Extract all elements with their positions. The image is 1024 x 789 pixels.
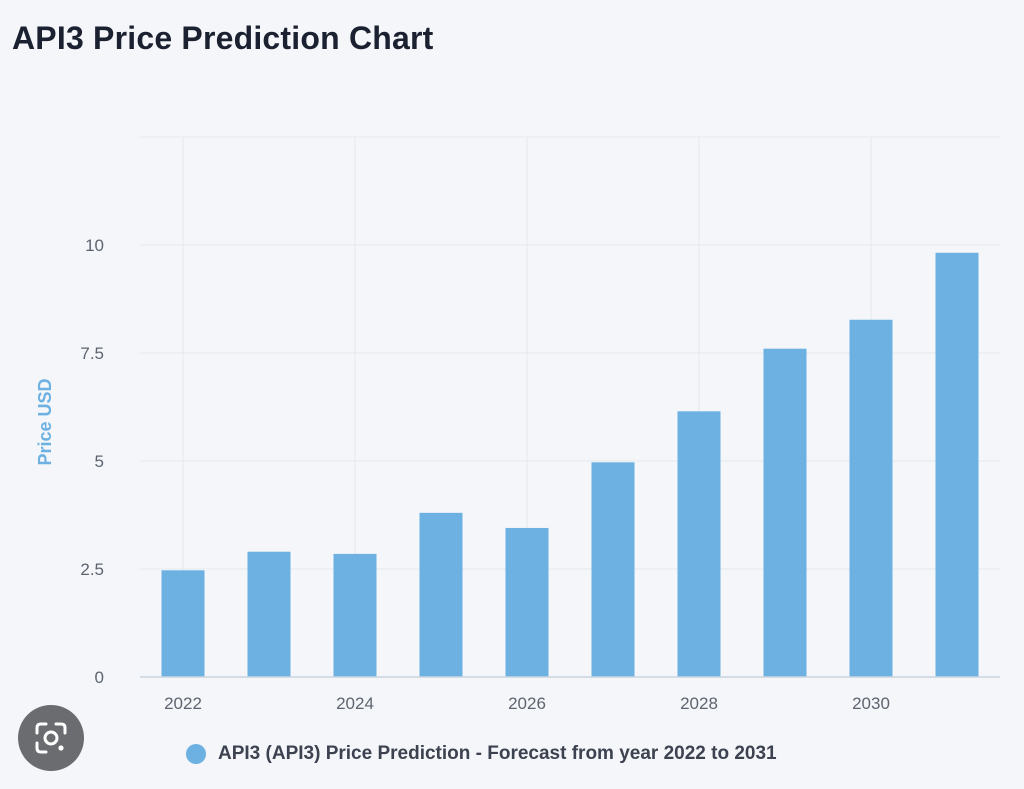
- bar-2026: [505, 527, 549, 677]
- x-tick-label: 2026: [508, 694, 546, 713]
- lens-search-button[interactable]: [18, 705, 84, 771]
- bar-2030: [849, 319, 893, 677]
- x-tick-label: 2024: [336, 694, 374, 713]
- bar-2031: [935, 252, 979, 677]
- legend-swatch: [186, 744, 206, 764]
- bar-2027: [591, 462, 635, 677]
- bar-2024: [333, 553, 377, 677]
- y-tick-label: 5: [95, 452, 104, 471]
- chart-legend[interactable]: API3 (API3) Price Prediction - Forecast …: [186, 743, 777, 765]
- y-tick-label: 0: [95, 668, 104, 687]
- x-tick-label: 2028: [680, 694, 718, 713]
- bar-2029: [763, 348, 807, 677]
- y-tick-label: 10: [85, 236, 104, 255]
- chart-title: API3 Price Prediction Chart: [12, 20, 434, 56]
- bar-2025: [419, 512, 463, 677]
- bar-2028: [677, 411, 721, 677]
- x-tick-label: 2022: [164, 694, 202, 713]
- camera-search-icon: [35, 722, 67, 754]
- bar-2022: [161, 570, 205, 677]
- y-axis-label: Price USD: [35, 378, 55, 465]
- y-tick-label: 2.5: [80, 560, 104, 579]
- x-tick-label: 2030: [852, 694, 890, 713]
- bar-2023: [247, 551, 291, 677]
- y-tick-label: 7.5: [80, 344, 104, 363]
- legend-label: API3 (API3) Price Prediction - Forecast …: [218, 743, 777, 764]
